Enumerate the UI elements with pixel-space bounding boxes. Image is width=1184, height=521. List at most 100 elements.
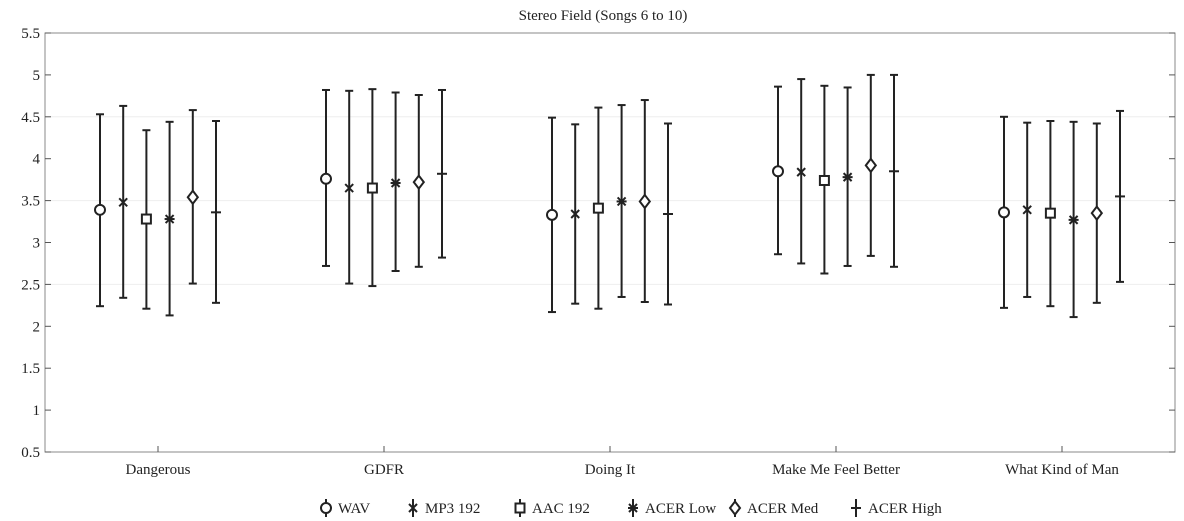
mean-marker — [186, 189, 200, 206]
y-tick-label: 3.5 — [21, 194, 40, 210]
mean-marker — [1044, 207, 1056, 219]
mean-marker — [94, 203, 106, 216]
errorbar-mp3-192-dangerous — [118, 104, 128, 299]
legend-label: ACER Med — [747, 501, 819, 517]
mean-marker — [344, 183, 354, 193]
errorbar-wav-dangerous — [94, 113, 106, 308]
y-tick-label: 1.5 — [21, 361, 40, 377]
legend-item-acer-med: ACER Med — [728, 499, 819, 517]
errorbar-acer-low-doing-it — [616, 104, 627, 298]
errorbar-aac-192-gdfr — [366, 88, 378, 288]
legend-label: AAC 192 — [532, 501, 590, 517]
series-acer-med — [186, 73, 1104, 304]
mean-marker — [320, 172, 332, 185]
errorbar-acer-high-doing-it — [663, 122, 673, 306]
mean-marker — [211, 207, 221, 218]
y-tick-label: 4.5 — [21, 110, 40, 126]
errorbar-wav-make-me-feel-better — [772, 85, 784, 256]
legend: WAV MP3 192 AAC 192 ACER Low ACER Med ACER Hi… — [320, 499, 942, 517]
errorbar-aac-192-make-me-feel-better — [818, 84, 830, 275]
legend-item-acer-high: ACER High — [851, 499, 942, 517]
legend-item-acer-low: ACER Low — [628, 499, 716, 517]
legend-item-wav: WAV — [320, 499, 370, 517]
errorbar-acer-low-gdfr — [390, 91, 401, 272]
grid-layer — [45, 116, 1175, 285]
legend-marker — [514, 502, 526, 514]
errorbar-wav-gdfr — [320, 88, 332, 267]
mean-marker — [570, 209, 580, 219]
series-mp3-192 — [118, 78, 1032, 305]
legend-item-aac-192: AAC 192 — [514, 499, 590, 517]
series-wav — [94, 85, 1010, 314]
errorbar-aac-192-dangerous — [140, 129, 152, 310]
errorbar-acer-med-dangerous — [186, 109, 200, 285]
x-tick-label-make-me-feel-better: Make Me Feel Better — [772, 462, 900, 478]
mean-marker — [638, 193, 652, 210]
errorbar-acer-med-doing-it — [638, 99, 652, 303]
mean-marker — [842, 172, 853, 182]
series-aac-192 — [140, 84, 1056, 310]
y-tick-label: 3 — [33, 236, 41, 252]
chart-title: Stereo Field (Songs 6 to 10) — [519, 8, 688, 24]
errorbar-acer-med-gdfr — [412, 94, 426, 268]
errorbar-acer-med-make-me-feel-better — [864, 73, 878, 257]
mean-marker — [796, 167, 806, 177]
error-bars — [94, 73, 1125, 319]
mean-marker — [390, 178, 401, 188]
legend-marker — [408, 503, 418, 513]
mean-marker — [164, 214, 175, 224]
mean-marker — [663, 209, 673, 220]
x-tick-label-dangerous: Dangerous — [126, 462, 191, 478]
mean-marker — [1090, 205, 1104, 222]
x-tick-label-gdfr: GDFR — [364, 462, 404, 478]
mean-marker — [412, 174, 426, 191]
mean-marker — [998, 206, 1010, 219]
y-axis: 0.5 1 1.5 2 2.5 3 3.5 4 4.5 5 5.5 — [21, 26, 1175, 461]
legend-label: ACER High — [868, 501, 942, 517]
errorbar-aac-192-doing-it — [592, 106, 604, 310]
series-acer-low — [164, 86, 1079, 319]
errorbar-acer-high-dangerous — [211, 119, 221, 304]
errorbar-acer-low-what-kind-of-man — [1068, 120, 1079, 319]
errorbar-wav-what-kind-of-man — [998, 115, 1010, 309]
mean-marker — [118, 197, 128, 207]
legend-marker — [728, 499, 742, 517]
errorbar-mp3-192-doing-it — [570, 123, 580, 305]
x-tick-label-doing-it: Doing It — [585, 462, 636, 478]
errorbar-mp3-192-gdfr — [344, 89, 354, 285]
legend-marker — [320, 502, 332, 514]
y-tick-label: 5 — [33, 68, 41, 84]
legend-item-mp3-192: MP3 192 — [408, 499, 480, 517]
errorbar-acer-high-make-me-feel-better — [889, 73, 899, 268]
y-tick-label: 0.5 — [21, 445, 40, 461]
legend-label: WAV — [338, 501, 370, 517]
x-tick-label-what-kind-of-man: What Kind of Man — [1005, 462, 1119, 478]
y-tick-label: 2.5 — [21, 277, 40, 293]
errorbar-mp3-192-what-kind-of-man — [1022, 121, 1032, 298]
mean-marker — [772, 165, 784, 178]
mean-marker — [437, 168, 447, 179]
plot-frame — [44, 32, 1176, 453]
mean-marker — [1115, 191, 1125, 202]
mean-marker — [616, 196, 627, 207]
errorbar-aac-192-what-kind-of-man — [1044, 119, 1056, 308]
y-tick-label: 4 — [33, 152, 41, 168]
y-tick-label: 2 — [33, 319, 41, 335]
errorbar-acer-low-make-me-feel-better — [842, 86, 853, 267]
x-axis: Dangerous GDFR Doing It Make Me Feel Better… — [126, 446, 1119, 478]
errorbar-acer-high-what-kind-of-man — [1115, 109, 1125, 283]
errorbar-acer-high-gdfr — [437, 88, 447, 259]
y-tick-label: 5.5 — [21, 26, 40, 42]
mean-marker — [546, 208, 558, 221]
mean-marker — [366, 182, 378, 194]
mean-marker — [140, 213, 152, 225]
errorbar-acer-low-dangerous — [164, 120, 175, 317]
y-tick-label: 1 — [33, 403, 41, 419]
legend-marker — [851, 503, 861, 513]
mean-marker — [889, 166, 899, 177]
legend-label: MP3 192 — [425, 501, 480, 517]
errorbar-acer-med-what-kind-of-man — [1090, 122, 1104, 304]
legend-marker — [628, 503, 638, 513]
mean-marker — [818, 174, 830, 186]
